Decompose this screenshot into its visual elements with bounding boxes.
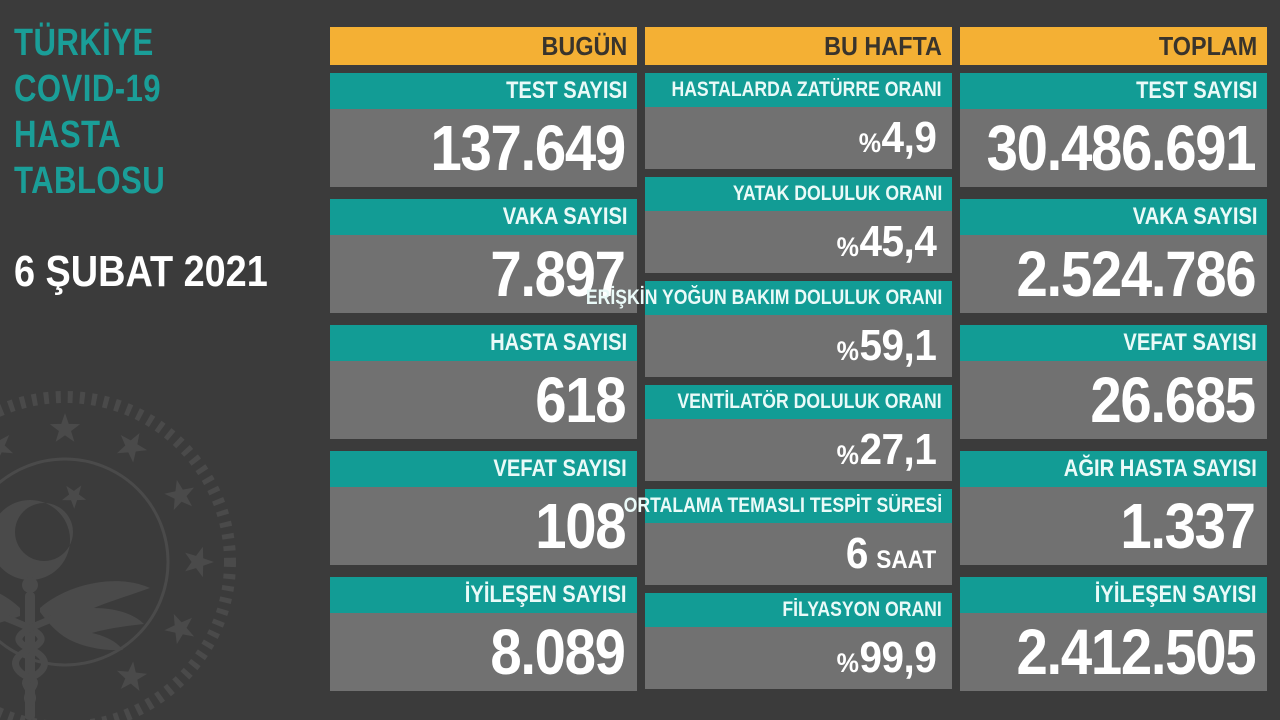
title-line: TÜRKİYE	[14, 22, 154, 64]
card-hafta-ventilator-doluluk: VENTİLATÖR DOLULUK ORANI %27,1	[645, 385, 952, 481]
stat-label: TEST SAYISI	[505, 77, 627, 104]
card-toplam-vaka-sayisi: VAKA SAYISI 2.524.786	[960, 199, 1267, 313]
card-toplam-agir-hasta-sayisi: AĞIR HASTA SAYISI 1.337	[960, 451, 1267, 565]
stat-value-area: 2.524.786	[960, 235, 1267, 313]
stat-label: VENTİLATÖR DOLULUK ORANI	[677, 390, 942, 413]
stat-label-strip: VENTİLATÖR DOLULUK ORANI	[645, 385, 952, 419]
stat-label-strip: YATAK DOLULUK ORANI	[645, 177, 952, 211]
stat-label-strip: ERİŞKİN YOĞUN BAKIM DOLULUK ORANI	[586, 281, 952, 315]
stat-value-area: 618	[330, 361, 637, 439]
stat-label-strip: TEST SAYISI	[330, 73, 637, 109]
stat-label: İYİLEŞEN SAYISI	[465, 581, 627, 608]
stat-label-strip: VEFAT SAYISI	[330, 451, 637, 487]
stat-value: 30.486.691	[986, 112, 1256, 184]
stat-label-strip: İYİLEŞEN SAYISI	[960, 577, 1267, 613]
stat-label-strip: VAKA SAYISI	[960, 199, 1267, 235]
stat-value: %27,1	[836, 425, 936, 474]
column-header-label: BUGÜN	[541, 30, 627, 61]
stat-value: 1.337	[1120, 490, 1257, 562]
stats-board: BUGÜN TEST SAYISI 137.649 VAKA SAYISI 7.…	[330, 27, 1267, 691]
stat-value: 2.524.786	[1016, 238, 1256, 310]
stat-label: VEFAT SAYISI	[1123, 329, 1257, 356]
stat-value-area: %45,4	[645, 211, 952, 273]
stat-value: %45,4	[836, 217, 936, 266]
stat-value: 2.412.505	[1016, 616, 1256, 688]
stat-label: HASTA SAYISI	[489, 329, 627, 356]
title-line: COVID-19	[14, 68, 162, 110]
card-toplam-test-sayisi: TEST SAYISI 30.486.691	[960, 73, 1267, 187]
stat-value-area: 108	[330, 487, 637, 565]
title-line: HASTA	[14, 114, 122, 156]
stat-value: 137.649	[430, 112, 627, 184]
stat-label: FİLYASYON ORANI	[782, 598, 942, 621]
stat-value: 8.089	[490, 616, 627, 688]
card-bugun-vaka-sayisi: VAKA SAYISI 7.897	[330, 199, 637, 313]
stat-label-strip: AĞIR HASTA SAYISI	[960, 451, 1267, 487]
column-header-bugun: BUGÜN	[330, 27, 637, 65]
stat-value: %59,1	[836, 321, 936, 370]
stat-label: ERİŞKİN YOĞUN BAKIM DOLULUK ORANI	[585, 286, 942, 309]
page-title: TÜRKİYE COVID-19 HASTA TABLOSU	[14, 20, 198, 204]
card-hafta-zaturre-orani: HASTALARDA ZATÜRRE ORANI %4,9	[645, 73, 952, 169]
stat-label: ORTALAMA TEMASLI TESPİT SÜRESİ	[623, 494, 942, 517]
column-bu-hafta: BU HAFTA HASTALARDA ZATÜRRE ORANI %4,9 Y…	[586, 27, 952, 691]
stat-label: HASTALARDA ZATÜRRE ORANI	[671, 78, 942, 101]
stat-value-area: 2.412.505	[960, 613, 1267, 691]
card-hafta-filyasyon-orani: FİLYASYON ORANI %99,9	[645, 593, 952, 689]
stat-value: %4,9	[858, 113, 936, 162]
stat-value-area: 8.089	[330, 613, 637, 691]
card-hafta-temasli-tespit-suresi: ORTALAMA TEMASLI TESPİT SÜRESİ 6 SAAT	[623, 489, 952, 585]
card-bugun-hasta-sayisi: HASTA SAYISI 618	[330, 325, 637, 439]
stat-value-area: 1.337	[960, 487, 1267, 565]
stat-label-strip: İYİLEŞEN SAYISI	[330, 577, 637, 613]
stat-label-strip: HASTALARDA ZATÜRRE ORANI	[645, 73, 952, 107]
stat-value: 618	[534, 364, 626, 436]
stat-label-strip: TEST SAYISI	[960, 73, 1267, 109]
stat-label: VAKA SAYISI	[1132, 203, 1257, 230]
stat-label: VEFAT SAYISI	[493, 455, 627, 482]
stat-label: İYİLEŞEN SAYISI	[1095, 581, 1257, 608]
stat-value: %99,9	[836, 633, 936, 682]
stat-label: YATAK DOLULUK ORANI	[732, 182, 942, 205]
card-toplam-vefat-sayisi: VEFAT SAYISI 26.685	[960, 325, 1267, 439]
stat-value-area: 6 SAAT	[645, 523, 952, 585]
title-line: TABLOSU	[14, 160, 166, 202]
stat-value-area: 26.685	[960, 361, 1267, 439]
stat-value-area: 7.897	[330, 235, 637, 313]
stat-value-area: %4,9	[645, 107, 952, 169]
stat-label-strip: FİLYASYON ORANI	[645, 593, 952, 627]
health-ministry-emblem-icon	[0, 391, 236, 720]
column-header-label: BU HAFTA	[824, 30, 942, 61]
stat-value: 6 SAAT	[845, 529, 936, 578]
stat-label-strip: HASTA SAYISI	[330, 325, 637, 361]
card-bugun-vefat-sayisi: VEFAT SAYISI 108	[330, 451, 637, 565]
stat-label-strip: ORTALAMA TEMASLI TESPİT SÜRESİ	[623, 489, 952, 523]
stat-value-area: %59,1	[645, 315, 952, 377]
stat-label: VAKA SAYISI	[502, 203, 627, 230]
card-bugun-iyilesen-sayisi: İYİLEŞEN SAYISI 8.089	[330, 577, 637, 691]
column-header-bu-hafta: BU HAFTA	[645, 27, 952, 65]
stat-value: 26.685	[1090, 364, 1257, 436]
stat-value-area: %99,9	[645, 627, 952, 689]
stat-value-area: 137.649	[330, 109, 637, 187]
stat-label: AĞIR HASTA SAYISI	[1063, 455, 1257, 482]
stat-label: TEST SAYISI	[1135, 77, 1257, 104]
stat-value: 108	[534, 490, 626, 562]
card-toplam-iyilesen-sayisi: İYİLEŞEN SAYISI 2.412.505	[960, 577, 1267, 691]
stat-label-strip: VEFAT SAYISI	[960, 325, 1267, 361]
column-bugun: BUGÜN TEST SAYISI 137.649 VAKA SAYISI 7.…	[330, 27, 637, 691]
card-hafta-yogun-bakim-doluluk: ERİŞKİN YOĞUN BAKIM DOLULUK ORANI %59,1	[586, 281, 952, 377]
card-hafta-yatak-doluluk: YATAK DOLULUK ORANI %45,4	[645, 177, 952, 273]
card-bugun-test-sayisi: TEST SAYISI 137.649	[330, 73, 637, 187]
column-header-label: TOPLAM	[1158, 30, 1257, 61]
stat-label-strip: VAKA SAYISI	[330, 199, 637, 235]
stat-value-area: 30.486.691	[960, 109, 1267, 187]
column-header-toplam: TOPLAM	[960, 27, 1267, 65]
sidebar: TÜRKİYE COVID-19 HASTA TABLOSU 6 ŞUBAT 2…	[0, 0, 330, 720]
report-date: 6 ŞUBAT 2021	[14, 247, 268, 296]
column-toplam: TOPLAM TEST SAYISI 30.486.691 VAKA SAYIS…	[960, 27, 1267, 691]
stat-value: 7.897	[490, 238, 627, 310]
stat-value-area: %27,1	[645, 419, 952, 481]
